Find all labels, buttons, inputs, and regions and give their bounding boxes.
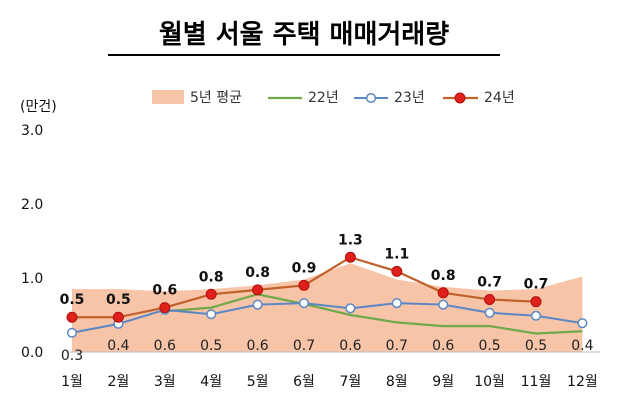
point-24 — [159, 302, 171, 314]
point-24 — [112, 311, 124, 323]
x-tick-label: 4월 — [200, 374, 222, 390]
series-line-22 — [164, 293, 583, 335]
x-tick-label: 1월 — [61, 374, 83, 390]
point-23 — [66, 327, 78, 338]
data-label-23: 0.7 — [293, 338, 315, 354]
plot-area: 0.3 0.4 0.6 0.5 0.6 0.7 0.6 0.7 0.6 0.5 0.5 0.4 0.5 0… — [60, 232, 600, 364]
point-23 — [577, 318, 588, 329]
x-tick-label: 2월 — [108, 374, 130, 390]
legend-label-24: 24년 — [484, 90, 515, 106]
point-23 — [530, 310, 542, 321]
y-tick-label: 1.0 — [21, 271, 43, 287]
data-label-23: 0.6 — [154, 338, 176, 354]
x-tick-label: 8월 — [386, 374, 408, 390]
point-24 — [205, 288, 217, 300]
data-label-23: 0.3 — [61, 348, 83, 364]
point-23 — [298, 298, 310, 309]
data-label-23: 0.5 — [200, 338, 222, 354]
x-tick-label: 9월 — [432, 374, 454, 390]
data-label-23: 0.7 — [386, 338, 408, 354]
point-23 — [206, 309, 217, 320]
point-23 — [252, 299, 263, 310]
legend-marker-24 — [454, 92, 466, 104]
legend: 5년 평균 22년 23년 24년 — [152, 90, 515, 106]
point-24 — [530, 296, 542, 308]
data-label-23: 0.4 — [571, 338, 593, 354]
data-label-23: 0.4 — [107, 338, 129, 354]
point-23 — [345, 303, 356, 314]
data-label-23: 0.5 — [478, 338, 500, 354]
data-label-24: 0.5 — [60, 292, 85, 308]
y-axis: 0.0 1.0 2.0 3.0 — [21, 123, 43, 361]
data-label-24: 0.7 — [477, 274, 502, 290]
x-tick-label: 11월 — [521, 374, 552, 390]
point-24 — [66, 311, 78, 323]
data-label-23: 0.6 — [246, 338, 268, 354]
data-label-24: 0.7 — [524, 277, 549, 293]
x-tick-label: 7월 — [340, 374, 362, 390]
point-24 — [298, 279, 310, 291]
y-unit-label: (만건) — [20, 99, 57, 115]
x-tick-label: 5월 — [247, 374, 269, 390]
data-label-24: 0.8 — [245, 265, 270, 281]
data-label-23: 0.6 — [339, 338, 361, 354]
point-24 — [391, 265, 403, 277]
chart-title: 월별 서울 주택 매매거래량 — [159, 20, 449, 50]
data-label-24: 0.9 — [292, 260, 317, 276]
x-axis: 1월 2월 3월 4월 5월 6월 7월 8월 9월 10월 11월 12월 — [61, 374, 598, 390]
data-label-24: 1.1 — [384, 246, 409, 262]
point-23 — [391, 298, 402, 309]
series-line-23 — [71, 302, 583, 334]
data-label-24: 0.8 — [199, 269, 224, 285]
legend-label-22: 22년 — [308, 90, 339, 106]
y-tick-label: 2.0 — [21, 197, 43, 213]
data-label-23: 0.5 — [525, 338, 547, 354]
point-23 — [484, 307, 495, 318]
legend-label-5yr: 5년 평균 — [190, 90, 242, 106]
data-label-24: 0.5 — [106, 292, 131, 308]
data-label-23: 0.6 — [432, 338, 454, 354]
data-label-24: 0.8 — [431, 268, 456, 284]
data-label-24: 1.3 — [338, 232, 363, 248]
data-label-24: 0.6 — [152, 283, 177, 299]
point-24 — [484, 293, 496, 305]
y-tick-label: 3.0 — [21, 123, 43, 139]
point-24 — [344, 251, 356, 263]
x-tick-label: 6월 — [293, 374, 315, 390]
point-23 — [438, 299, 449, 310]
point-24 — [252, 284, 264, 296]
x-tick-label: 12월 — [567, 374, 598, 390]
point-24 — [437, 287, 449, 299]
legend-marker-23 — [365, 92, 377, 104]
area-5yr-average — [72, 263, 583, 352]
legend-label-23: 23년 — [394, 90, 425, 106]
x-tick-label: 10월 — [474, 374, 505, 390]
x-tick-label: 3월 — [154, 374, 176, 390]
y-tick-label: 0.0 — [21, 345, 43, 361]
legend-swatch-5yr — [152, 90, 184, 104]
